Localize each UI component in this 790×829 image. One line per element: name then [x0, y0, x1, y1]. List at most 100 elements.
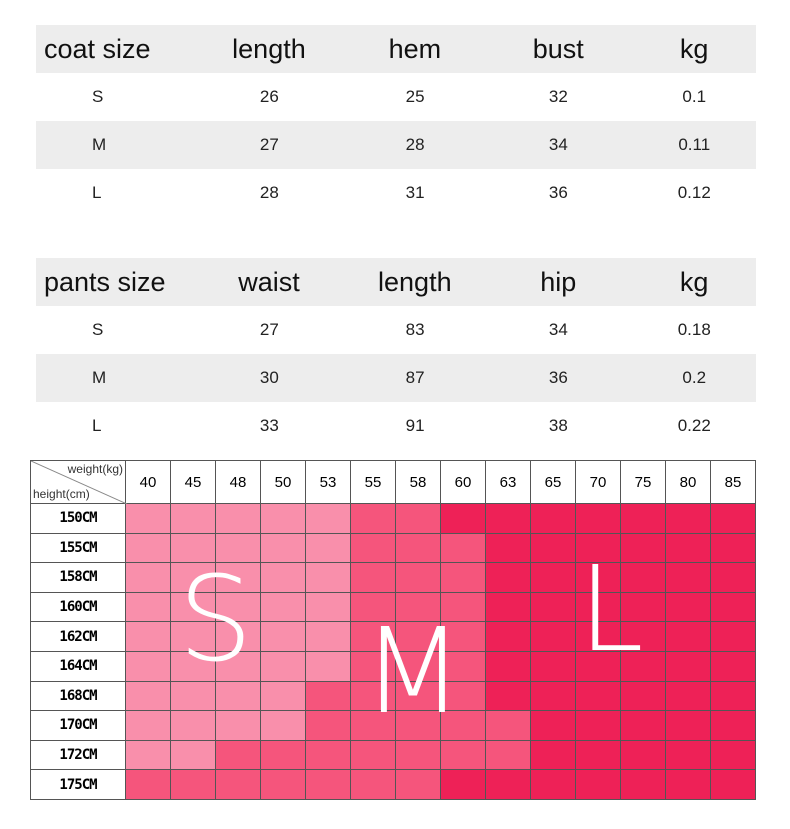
size-cell-l — [665, 503, 711, 534]
size-l-letter: L — [578, 540, 644, 678]
size-cell-s — [215, 710, 261, 741]
height-label: 150CM — [30, 503, 126, 534]
weight-header: 63 — [485, 460, 531, 504]
column-header: hem — [388, 33, 442, 64]
size-cell-s — [125, 591, 171, 623]
size-cell-l — [710, 739, 756, 771]
size-cell-l — [665, 532, 711, 564]
size-cell-l — [530, 680, 576, 712]
size-cell-m — [350, 650, 396, 682]
size-cell-m — [440, 621, 486, 652]
table-cell: 36 — [548, 368, 568, 387]
size-cell-l — [575, 739, 621, 771]
column-header: hip — [540, 266, 577, 297]
weight-header: 75 — [620, 460, 666, 504]
column-header: bust — [532, 33, 584, 64]
table-cell: 27 — [259, 320, 279, 339]
table-cell: L — [92, 183, 102, 202]
size-cell-s — [125, 621, 171, 652]
size-cell-s — [125, 503, 171, 534]
size-cell-s — [260, 591, 306, 623]
size-cell-m — [395, 591, 441, 623]
size-s-letter: S — [178, 550, 253, 688]
size-cell-m — [350, 769, 396, 800]
size-cell-m — [215, 769, 261, 800]
table-row: M 30 87 36 0.2 — [36, 354, 756, 402]
size-cell-s — [215, 562, 261, 593]
size-cell-l — [620, 769, 666, 800]
table-cell: 0.22 — [677, 416, 711, 435]
table-cell: M — [92, 368, 107, 387]
weight-axis-label: weight(kg) — [67, 462, 123, 476]
size-cell-s — [305, 591, 351, 623]
size-cell-m — [395, 532, 441, 564]
size-cell-m — [305, 680, 351, 712]
size-cell-l — [440, 503, 486, 534]
size-cell-l — [485, 562, 531, 593]
weight-header: 65 — [530, 460, 576, 504]
weight-header: 58 — [395, 460, 441, 504]
size-cell-l — [665, 591, 711, 623]
table-cell: 30 — [259, 368, 279, 387]
size-cell-l — [665, 769, 711, 800]
table-cell: 0.2 — [682, 368, 707, 387]
size-cell-m — [395, 503, 441, 534]
column-header: length — [378, 266, 452, 297]
size-cell-l — [665, 621, 711, 652]
size-cell-l — [665, 739, 711, 771]
size-cell-s — [305, 621, 351, 652]
size-cell-l — [530, 650, 576, 682]
size-cell-l — [485, 621, 531, 652]
size-cell-m — [395, 650, 441, 682]
table-header: pants size waist length hip kg — [36, 258, 756, 306]
height-label: 170CM — [30, 710, 126, 741]
height-label: 164CM — [30, 650, 126, 682]
table-cell: 0.1 — [682, 87, 707, 106]
table-cell: 28 — [259, 183, 279, 202]
size-cell-s — [260, 621, 306, 652]
table-header: coat size length hem bust kg — [36, 25, 756, 73]
size-cell-m — [260, 769, 306, 800]
size-cell-l — [710, 562, 756, 593]
height-label: 168CM — [30, 680, 126, 712]
size-cell-l — [485, 650, 531, 682]
table-cell: 0.11 — [678, 135, 711, 154]
size-cell-s — [170, 680, 216, 712]
size-cell-m — [350, 680, 396, 712]
size-cell-m — [395, 621, 441, 652]
size-cell-s — [170, 532, 216, 564]
size-cell-l — [440, 769, 486, 800]
weight-header: 85 — [710, 460, 756, 504]
size-cell-l — [620, 621, 666, 652]
column-header: waist — [238, 266, 300, 297]
column-header: kg — [679, 33, 709, 64]
size-cell-s — [170, 710, 216, 741]
size-cell-m — [485, 739, 531, 771]
size-cell-s — [260, 503, 306, 534]
size-cell-l — [665, 562, 711, 593]
size-cell-l — [485, 503, 531, 534]
size-cell-l — [575, 710, 621, 741]
size-cell-l — [620, 650, 666, 682]
height-label: 162CM — [30, 621, 126, 652]
size-cell-s — [260, 650, 306, 682]
table-cell: 34 — [548, 135, 568, 154]
weight-header: 48 — [215, 460, 261, 504]
size-cell-m — [395, 562, 441, 593]
table-cell: 87 — [405, 368, 425, 387]
size-cell-s — [305, 503, 351, 534]
size-cell-s — [125, 710, 171, 741]
size-cell-m — [440, 591, 486, 623]
size-cell-m — [350, 739, 396, 771]
size-cell-s — [170, 503, 216, 534]
table-cell: M — [92, 135, 107, 154]
size-cell-m — [395, 739, 441, 771]
weight-header: 80 — [665, 460, 711, 504]
size-cell-l — [710, 769, 756, 800]
size-cell-l — [485, 591, 531, 623]
size-cell-m — [350, 621, 396, 652]
table-cell: S — [92, 87, 104, 106]
size-cell-s — [125, 739, 171, 771]
size-cell-s — [125, 680, 171, 712]
size-cell-s — [125, 562, 171, 593]
